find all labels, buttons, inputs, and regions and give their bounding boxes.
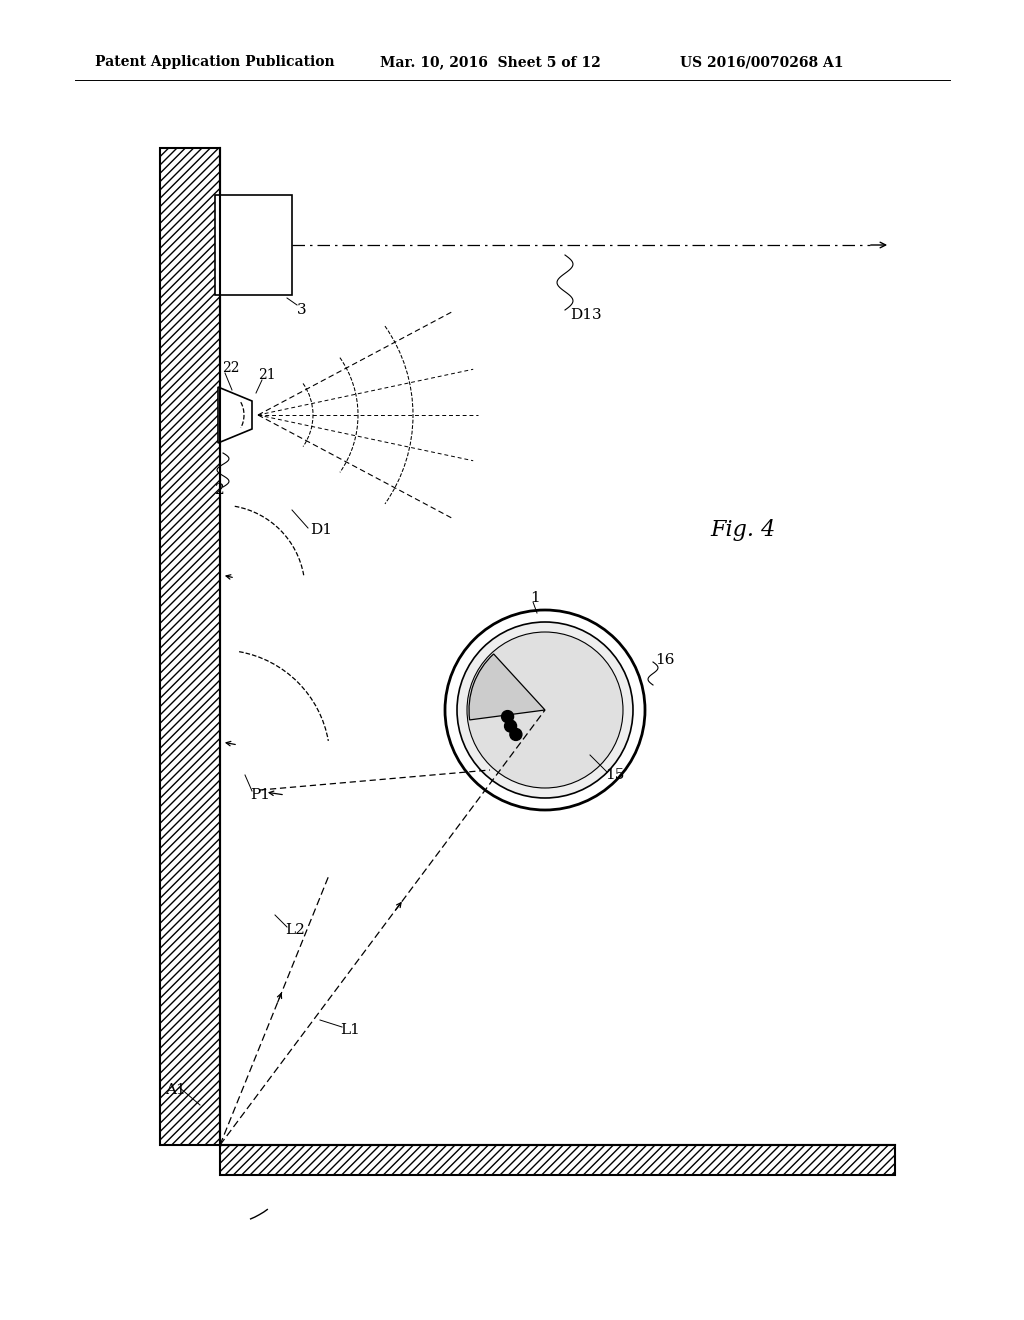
Circle shape <box>467 632 623 788</box>
Text: 22: 22 <box>222 360 240 375</box>
Polygon shape <box>220 1144 895 1175</box>
Text: L2: L2 <box>285 923 305 937</box>
Text: Mar. 10, 2016  Sheet 5 of 12: Mar. 10, 2016 Sheet 5 of 12 <box>380 55 601 69</box>
Text: 16: 16 <box>655 653 675 667</box>
Polygon shape <box>215 195 292 294</box>
Circle shape <box>505 719 516 733</box>
Text: 3: 3 <box>297 304 306 317</box>
Circle shape <box>510 729 522 741</box>
Text: D1: D1 <box>310 523 332 537</box>
Text: Fig. 4: Fig. 4 <box>710 519 775 541</box>
Text: 15: 15 <box>605 768 625 781</box>
Polygon shape <box>160 148 220 1144</box>
Circle shape <box>457 622 633 799</box>
Circle shape <box>502 710 514 722</box>
Text: 21: 21 <box>258 368 275 381</box>
Circle shape <box>450 615 640 805</box>
Polygon shape <box>218 387 252 444</box>
Wedge shape <box>469 653 545 719</box>
Text: L1: L1 <box>340 1023 359 1038</box>
Text: 2: 2 <box>215 483 224 498</box>
Text: Patent Application Publication: Patent Application Publication <box>95 55 335 69</box>
Text: US 2016/0070268 A1: US 2016/0070268 A1 <box>680 55 844 69</box>
Text: P1: P1 <box>250 788 270 803</box>
Text: D13: D13 <box>570 308 602 322</box>
Text: 1: 1 <box>530 591 540 605</box>
Text: A1: A1 <box>165 1082 185 1097</box>
